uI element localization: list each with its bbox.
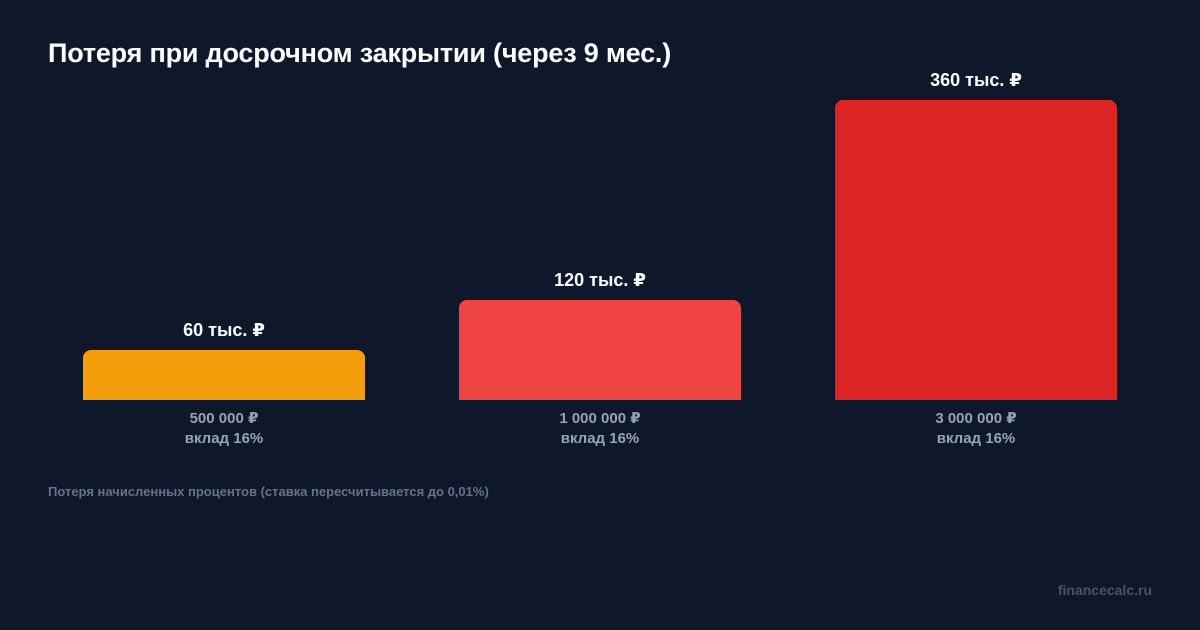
bar	[459, 300, 741, 400]
bar-rate-label: вклад 16%	[184, 430, 264, 447]
bar-amount-label: 1 000 000 ₽	[559, 410, 641, 427]
chart-title: Потеря при досрочном закрытии (через 9 м…	[48, 38, 671, 68]
bar	[835, 100, 1117, 400]
bar-amount-label: 500 000 ₽	[189, 410, 259, 427]
bar-value-label: 120 тыс. ₽	[554, 270, 646, 290]
bar-value-label: 60 тыс. ₽	[183, 320, 265, 340]
bar-amount-label: 3 000 000 ₽	[935, 410, 1017, 427]
site-watermark: financecalc.ru	[1057, 582, 1152, 598]
bar-rate-label: вклад 16%	[936, 430, 1016, 447]
bar-value-label: 360 тыс. ₽	[930, 70, 1022, 90]
chart-footnote: Потеря начисленных процентов (ставка пер…	[48, 484, 489, 499]
bar-rate-label: вклад 16%	[560, 430, 640, 447]
bar	[83, 350, 365, 400]
